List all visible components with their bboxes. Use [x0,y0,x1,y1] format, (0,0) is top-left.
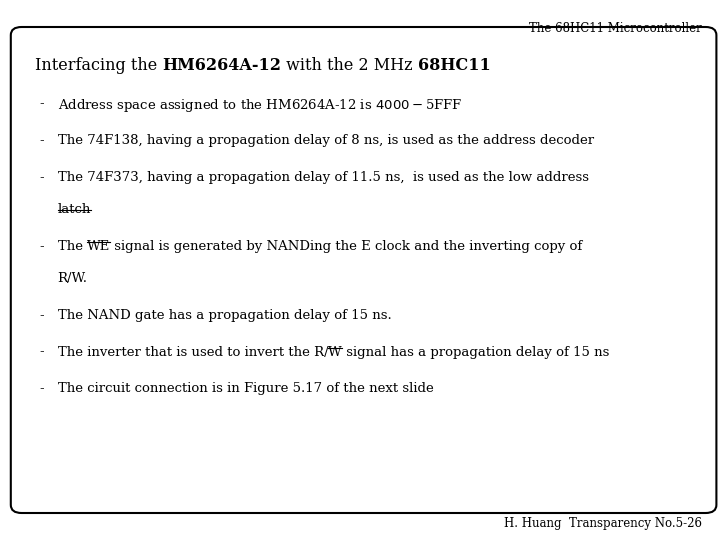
Text: R/W.: R/W. [58,272,88,285]
Text: latch: latch [58,203,91,216]
Text: The 74F138, having a propagation delay of 8 ns, is used as the address decoder: The 74F138, having a propagation delay o… [58,134,594,147]
Text: signal has a propagation delay of 15 ns: signal has a propagation delay of 15 ns [342,346,609,359]
Text: -: - [40,97,44,110]
Text: -: - [40,382,44,395]
Text: The circuit connection is in Figure 5.17 of the next slide: The circuit connection is in Figure 5.17… [58,382,433,395]
Text: -: - [40,240,44,253]
Text: H. Huang  Transparency No.5-26: H. Huang Transparency No.5-26 [504,517,702,530]
Text: -: - [40,171,44,184]
Text: Address space assigned to the HM6264A-12 is $4000-$5FFF: Address space assigned to the HM6264A-12… [58,97,462,114]
Text: The 68HC11 Microcontroller: The 68HC11 Microcontroller [529,22,702,35]
Text: Interfacing the: Interfacing the [35,57,162,73]
Text: The 74F373, having a propagation delay of 11.5 ns,  is used as the low address: The 74F373, having a propagation delay o… [58,171,589,184]
Text: W: W [328,346,342,359]
Text: The inverter that is used to invert the R/: The inverter that is used to invert the … [58,346,328,359]
Text: -: - [40,309,44,322]
Text: The NAND gate has a propagation delay of 15 ns.: The NAND gate has a propagation delay of… [58,309,392,322]
Text: signal is generated by NANDing the E clock and the inverting copy of: signal is generated by NANDing the E clo… [110,240,582,253]
Text: WE: WE [87,240,110,253]
Text: 68HC11: 68HC11 [418,57,490,73]
Text: HM6264A-12: HM6264A-12 [162,57,281,73]
Text: -: - [40,346,44,359]
Text: with the 2 MHz: with the 2 MHz [281,57,418,73]
Text: -: - [40,134,44,147]
Text: The: The [58,240,87,253]
